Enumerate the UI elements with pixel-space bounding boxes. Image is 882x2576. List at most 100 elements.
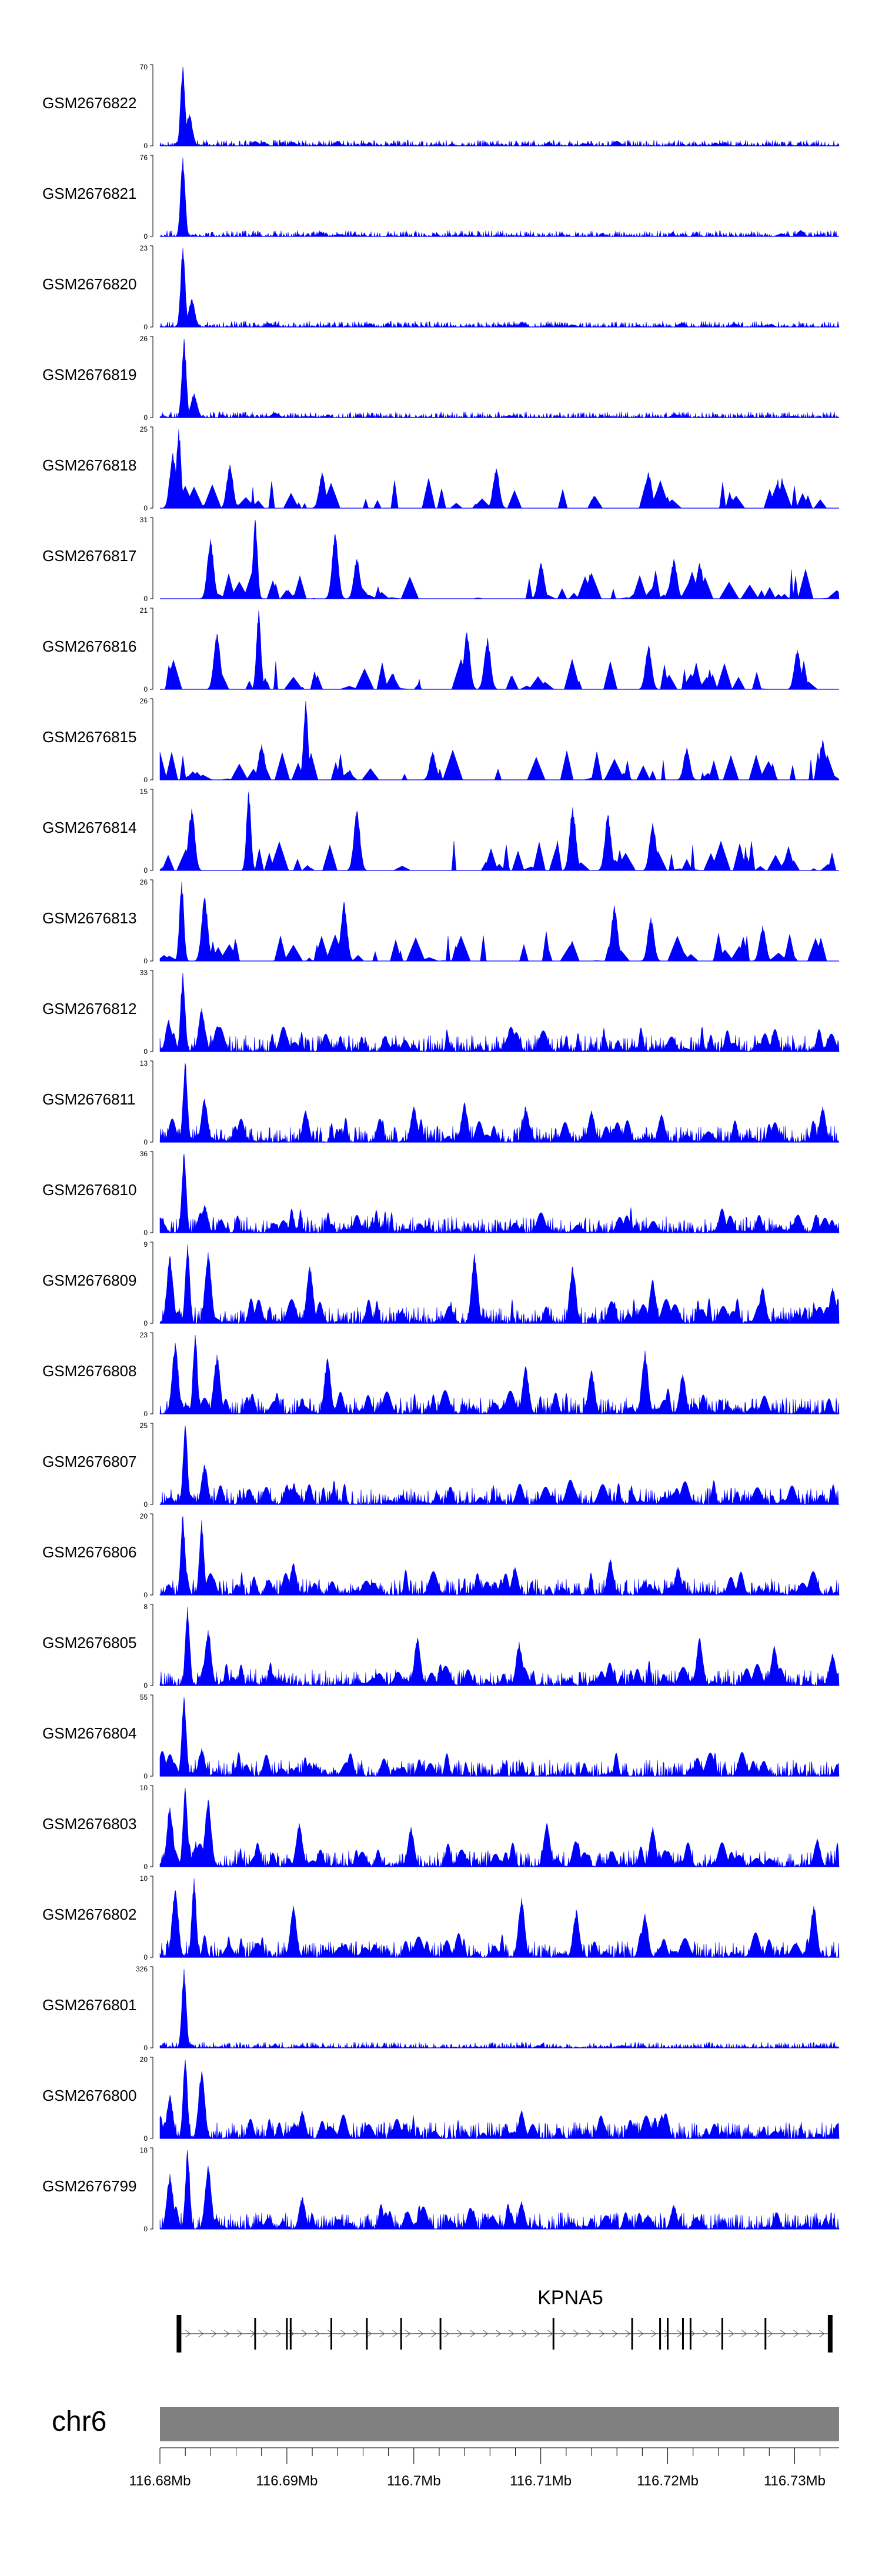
y-min-label: 0 <box>143 957 148 965</box>
exon <box>764 2318 767 2350</box>
track-label: GSM2676818 <box>42 456 136 474</box>
strand-arrow <box>237 2330 243 2338</box>
track-label: GSM2676804 <box>42 1724 136 1742</box>
track-GSM2676803: GSM2676803 10 0 <box>42 1784 840 1871</box>
track-GSM2676807: GSM2676807 25 0 <box>42 1422 840 1509</box>
coverage-area <box>159 791 839 871</box>
track-label: GSM2676816 <box>42 638 136 655</box>
track-GSM2676813: GSM2676813 26 0 <box>42 878 839 965</box>
track-GSM2676806: GSM2676806 20 0 <box>42 1512 840 1599</box>
strand-arrow <box>560 2330 566 2338</box>
y-max-label: 25 <box>140 425 148 433</box>
strand-arrow <box>392 2330 398 2338</box>
strand-arrow <box>522 2330 527 2338</box>
track-label: GSM2676809 <box>42 1272 136 1289</box>
track-GSM2676802: GSM2676802 10 0 <box>42 1874 840 1961</box>
strand-arrow <box>353 2330 359 2338</box>
strand-arrow <box>224 2330 230 2338</box>
strand-arrow <box>741 2330 747 2338</box>
strand-arrow <box>703 2330 709 2338</box>
track-label: GSM2676817 <box>42 547 136 565</box>
y-max-label: 25 <box>140 1422 148 1430</box>
axis-tick-label: 116.68Mb <box>129 2473 191 2489</box>
strand-arrow <box>651 2330 657 2338</box>
track-label: GSM2676801 <box>42 1996 136 2014</box>
y-min-label: 0 <box>143 1138 148 1146</box>
track-GSM2676801: GSM2676801 326 0 <box>42 1965 840 2052</box>
strand-arrow <box>418 2330 424 2338</box>
strand-arrow <box>379 2330 385 2338</box>
coverage-area <box>159 1334 840 1415</box>
strand-arrow <box>366 2330 372 2338</box>
y-max-label: 326 <box>136 1965 148 1973</box>
exon <box>552 2318 554 2350</box>
y-min-label: 0 <box>143 1410 148 1418</box>
exon <box>330 2318 332 2350</box>
y-max-label: 76 <box>140 154 148 162</box>
y-min-label: 0 <box>143 685 148 693</box>
track-label: GSM2676810 <box>42 1181 136 1199</box>
exon <box>659 2318 662 2350</box>
gene-track: KPNA5 <box>176 2287 833 2353</box>
coverage-area <box>159 1063 840 1143</box>
strand-arrow <box>496 2330 502 2338</box>
strand-arrow <box>302 2330 308 2338</box>
chromosome-bar <box>160 2407 839 2441</box>
exon <box>689 2318 691 2350</box>
strand-arrow <box>806 2330 812 2338</box>
y-min-label: 0 <box>143 232 148 241</box>
chromosome-ideogram: chr6 <box>52 2406 839 2441</box>
coverage-area <box>159 700 840 780</box>
track-GSM2676804: GSM2676804 55 0 <box>42 1693 840 1780</box>
track-label: GSM2676820 <box>42 275 136 293</box>
y-max-label: 26 <box>140 878 148 886</box>
track-label: GSM2676806 <box>42 1543 136 1561</box>
track-label: GSM2676805 <box>42 1634 136 1651</box>
track-label: GSM2676812 <box>42 1000 136 1017</box>
strand-arrow <box>599 2330 605 2338</box>
y-max-label: 13 <box>140 1059 148 1067</box>
strand-arrow <box>729 2330 734 2338</box>
coverage-area <box>160 610 839 690</box>
y-max-label: 18 <box>140 2146 148 2154</box>
track-GSM2676815: GSM2676815 26 0 <box>42 697 840 784</box>
strand-arrow <box>198 2330 204 2338</box>
axis-tick-label: 116.73Mb <box>764 2473 826 2489</box>
y-min-label: 0 <box>143 1500 148 1509</box>
coverage-area <box>159 1787 840 1868</box>
strand-arrow <box>509 2330 514 2338</box>
strand-arrow <box>547 2330 553 2338</box>
y-min-label: 0 <box>143 1229 148 1237</box>
y-max-label: 8 <box>143 1603 148 1611</box>
track-GSM2676812: GSM2676812 33 0 <box>42 969 840 1056</box>
strand-arrow <box>638 2330 644 2338</box>
strand-arrow <box>819 2330 825 2338</box>
track-label: GSM2676821 <box>42 185 136 202</box>
coverage-area <box>160 519 840 599</box>
strand-arrow <box>625 2330 631 2338</box>
strand-arrow <box>457 2330 463 2338</box>
track-GSM2676799: GSM2676799 18 0 <box>42 2146 840 2233</box>
track-label: GSM2676808 <box>42 1362 136 1380</box>
y-min-label: 0 <box>143 413 148 422</box>
track-GSM2676808: GSM2676808 23 0 <box>42 1331 840 1418</box>
strand-arrow <box>211 2330 217 2338</box>
exon <box>827 2315 833 2353</box>
track-label: GSM2676800 <box>42 2087 136 2104</box>
y-min-label: 0 <box>143 866 148 875</box>
coverage-area <box>160 429 839 509</box>
y-min-label: 0 <box>143 504 148 512</box>
track-GSM2676820: GSM2676820 23 0 <box>42 244 840 331</box>
exon <box>439 2318 442 2350</box>
track-GSM2676814: GSM2676814 15 0 <box>42 788 839 875</box>
coverage-area <box>159 882 839 962</box>
y-min-label: 0 <box>143 595 148 603</box>
track-GSM2676821: GSM2676821 76 0 <box>42 154 840 241</box>
track-GSM2676800: GSM2676800 20 0 <box>42 2056 840 2143</box>
axis-tick-label: 116.7Mb <box>387 2473 441 2489</box>
strand-arrow <box>767 2330 773 2338</box>
coverage-area <box>159 157 840 238</box>
y-min-label: 0 <box>143 1863 148 1871</box>
coverage-area <box>159 338 840 419</box>
